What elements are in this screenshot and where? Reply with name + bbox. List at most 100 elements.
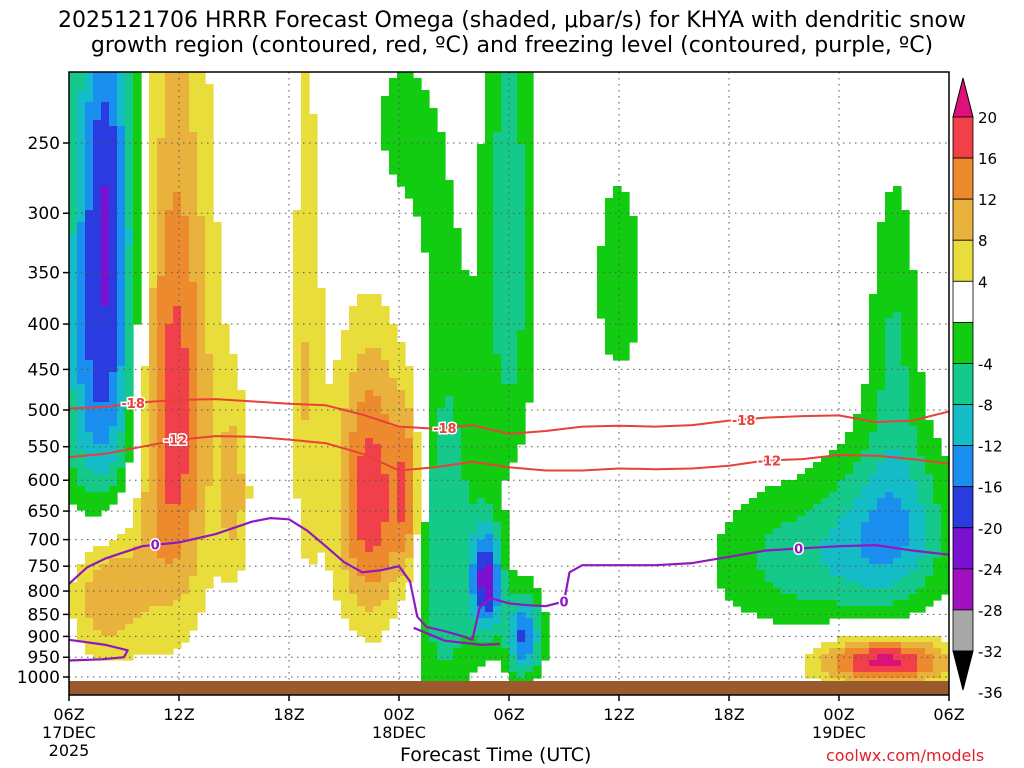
omega-cell (877, 258, 910, 265)
omega-cell (429, 576, 470, 583)
omega-cell (101, 186, 110, 193)
omega-cell (293, 354, 302, 361)
omega-cell (485, 84, 502, 91)
omega-cell (357, 510, 390, 517)
omega-cell (117, 132, 126, 139)
omega-cell (397, 516, 406, 523)
omega-cell (909, 540, 926, 547)
omega-cell (221, 486, 246, 493)
omega-cell (349, 570, 358, 577)
y-tick-label: 600 (28, 471, 60, 491)
omega-cell (349, 546, 366, 553)
omega-cell (69, 408, 78, 415)
omega-cell (341, 486, 350, 493)
omega-cell (301, 510, 342, 517)
omega-cell (853, 420, 878, 427)
omega-cell (429, 450, 438, 457)
omega-cell (381, 444, 414, 451)
omega-cell (157, 408, 166, 415)
omega-cell (77, 414, 86, 421)
omega-cell (77, 426, 86, 433)
omega-cell (333, 588, 350, 595)
omega-cell (149, 264, 158, 271)
omega-cell (109, 204, 118, 211)
omega-cell (493, 168, 526, 175)
omega-cell (421, 522, 430, 529)
omega-cell (109, 294, 118, 301)
omega-cell (165, 78, 190, 85)
omega-cell (493, 144, 526, 151)
y-tick-label: 450 (28, 360, 60, 380)
omega-cell (909, 390, 926, 397)
omega-cell (341, 546, 350, 553)
omega-cell (893, 600, 934, 607)
omega-cell (85, 396, 94, 403)
omega-cell (125, 240, 134, 247)
omega-cell (157, 498, 166, 505)
omega-cell (149, 450, 158, 457)
omega-cell (197, 168, 214, 175)
omega-cell (509, 624, 518, 631)
omega-cell (109, 288, 118, 295)
omega-cell (125, 330, 134, 337)
omega-cell (829, 672, 854, 679)
omega-cell (141, 462, 150, 469)
omega-cell (157, 348, 166, 355)
omega-cell (197, 552, 246, 559)
omega-cell (517, 378, 534, 385)
omega-cell (877, 414, 910, 421)
omega-cell (197, 342, 206, 349)
omega-cell (141, 612, 198, 619)
omega-cell (429, 570, 470, 577)
omega-cell (77, 576, 94, 583)
omega-cell (357, 408, 382, 415)
omega-cell (877, 288, 918, 295)
omega-cell (869, 480, 918, 487)
omega-cell (501, 666, 510, 673)
omega-cell (301, 360, 310, 367)
omega-cell (205, 228, 222, 235)
omega-cell (405, 504, 414, 511)
omega-cell (597, 264, 638, 271)
omega-cell (469, 612, 478, 619)
omega-cell (173, 312, 182, 319)
omega-cell (405, 480, 414, 487)
omega-cell (485, 564, 494, 571)
omega-cell (125, 264, 134, 271)
omega-cell (77, 186, 86, 193)
omega-cell (69, 414, 78, 421)
omega-cell (93, 192, 102, 199)
omega-cell (885, 324, 902, 331)
omega-cell (165, 102, 190, 109)
colorbar-label: 20 (978, 109, 997, 127)
omega-cell (413, 474, 422, 481)
omega-cell (205, 492, 222, 499)
omega-cell (429, 354, 502, 361)
omega-cell (117, 534, 142, 541)
omega-cell (93, 198, 102, 205)
omega-cell (189, 216, 206, 223)
colorbar-label: -8 (978, 397, 993, 415)
omega-cell (109, 246, 118, 253)
omega-cell (149, 486, 158, 493)
omega-cell (301, 174, 318, 181)
omega-cell (429, 606, 470, 613)
omega-cell (501, 102, 518, 109)
omega-cell (85, 192, 94, 199)
omega-cell (901, 354, 918, 361)
omega-cell (429, 504, 494, 511)
omega-cell (341, 456, 350, 463)
omega-cell (173, 318, 182, 325)
omega-cell (93, 468, 110, 475)
omega-cell (829, 564, 918, 571)
omega-cell (213, 450, 222, 457)
omega-cell (869, 438, 918, 445)
omega-cell (501, 366, 518, 373)
x-tick-label: 06Z (933, 705, 964, 724)
omega-cell (117, 630, 190, 637)
omega-cell (525, 288, 534, 295)
omega-cell (149, 378, 158, 385)
omega-cell (429, 582, 470, 589)
credit-link[interactable]: coolwx.com/models (826, 746, 985, 765)
omega-cell (397, 180, 454, 187)
